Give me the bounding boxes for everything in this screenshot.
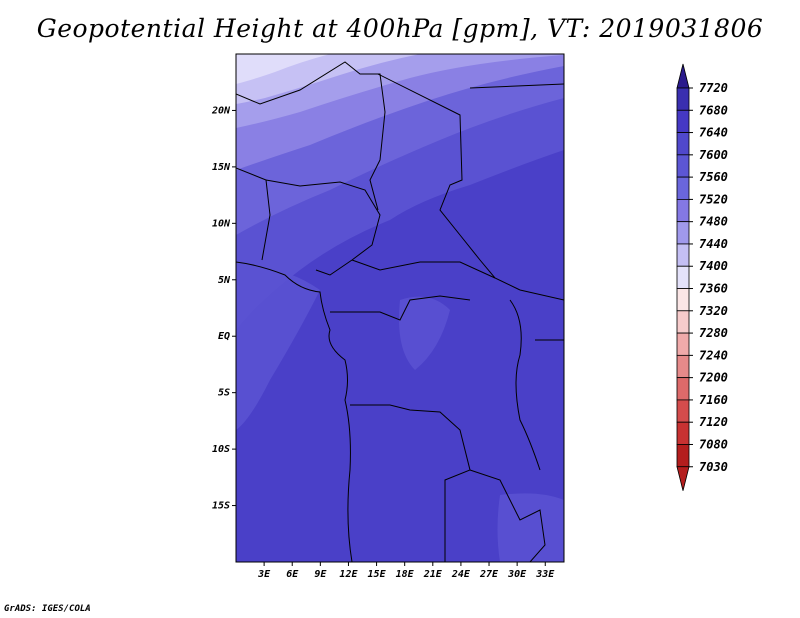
lakes-east: [509, 299, 541, 471]
border-westafrica: [236, 167, 271, 261]
x-tick-label: 21E: [423, 569, 443, 580]
patch-coast: [236, 268, 320, 430]
border-car: [351, 259, 496, 279]
colorbar-swatch: [676, 444, 690, 468]
colorbar-label: 7600: [699, 148, 728, 162]
colorbar-label: 7030: [699, 460, 728, 474]
colorbar-label: 7560: [699, 170, 728, 184]
x-tick-label: 24E: [451, 569, 471, 580]
y-tick-label: 10N: [212, 218, 231, 229]
border-sudan: [377, 73, 521, 291]
colorbar-label: 7160: [699, 393, 728, 407]
border-nigeria: [265, 179, 381, 276]
colorbar-swatch: [676, 265, 690, 289]
colorbar-swatch: [676, 288, 690, 312]
colorbar-swatch: [676, 109, 690, 133]
x-tick-label: 12E: [339, 569, 358, 580]
colorbar-label: 7680: [699, 103, 728, 117]
border-zambia: [469, 469, 546, 562]
x-tick-label: 33E: [535, 569, 555, 580]
y-tick-label: 15N: [212, 162, 231, 173]
x-tick-label: 30E: [507, 569, 527, 580]
colorbar-label: 7320: [699, 304, 728, 318]
y-tick-label: 20N: [211, 105, 231, 116]
coastline-west: [236, 261, 353, 562]
colorbar-swatch: [676, 310, 690, 334]
colorbar-swatch: [676, 354, 690, 379]
colorbar-arrow-top: [676, 63, 690, 89]
map-frame: [235, 53, 565, 563]
x-tick-label: 3E: [257, 569, 271, 580]
patch-southeast: [497, 493, 564, 562]
colorbar-label: 7480: [699, 215, 728, 229]
colorbar-label: 7080: [699, 437, 728, 451]
y-tick-label: 5S: [218, 388, 230, 399]
y-axis: 20N 15N 10N 5N EQ 5S 10S 15S: [211, 105, 236, 512]
x-tick-label: 6E: [286, 569, 299, 580]
colorbar-swatch: [676, 87, 690, 111]
border-congo: [330, 295, 471, 321]
y-tick-label: 15S: [212, 501, 230, 512]
colorbar-swatch: [676, 132, 690, 156]
colorbar-label: 7120: [699, 415, 728, 429]
colorbar-label: 7640: [699, 126, 728, 140]
colorbar-label: 7400: [699, 259, 728, 273]
x-tick-label: 27E: [479, 569, 499, 580]
y-tick-label: 10S: [212, 444, 230, 455]
colorbar-swatch: [676, 198, 690, 223]
border-ethiopia: [519, 289, 564, 301]
colorbar-label: 7200: [699, 371, 728, 385]
colorbar-swatch: [676, 421, 690, 445]
colorbar-swatch: [676, 176, 690, 200]
colorbar: 7720 7680 7640 7600 7560 7520 7480 7440 7400 7360…: [676, 63, 728, 491]
colorbar-swatch: [676, 399, 690, 423]
border-north: [236, 61, 386, 211]
colorbar-arrow-bottom: [676, 466, 690, 491]
border-angola: [350, 404, 471, 562]
y-tick-label: EQ: [218, 331, 230, 342]
colorbar-swatch: [676, 377, 690, 401]
colorbar-swatch: [676, 332, 690, 356]
band-7360: [236, 54, 330, 84]
contour-fill: [236, 54, 564, 562]
colorbar-label: 7440: [699, 237, 728, 251]
x-tick-label: 15E: [368, 569, 387, 580]
patch-central: [399, 296, 450, 370]
y-tick-label: 5N: [218, 275, 231, 286]
x-tick-label: 18E: [396, 569, 415, 580]
footer-credit: GrADS: IGES/COLA: [4, 604, 91, 614]
x-axis: 3E 6E 9E 12E 15E 18E 21E 24E 27E 30E 33E: [257, 562, 555, 580]
colorbar-label: 7720: [699, 81, 728, 95]
boundaries: [236, 61, 564, 562]
colorbar-label: 7360: [699, 282, 728, 296]
colorbar-swatch: [676, 243, 690, 267]
x-tick-label: 9E: [314, 569, 327, 580]
colorbar-label: 7240: [699, 348, 728, 362]
colorbar-label: 7520: [699, 192, 728, 206]
map-title: Geopotential Height at 400hPa [gpm], VT:…: [36, 14, 764, 43]
colorbar-label: 7280: [699, 326, 728, 340]
colorbar-swatch: [676, 154, 690, 178]
border-egypt: [469, 83, 564, 89]
colorbar-swatch: [676, 221, 690, 245]
